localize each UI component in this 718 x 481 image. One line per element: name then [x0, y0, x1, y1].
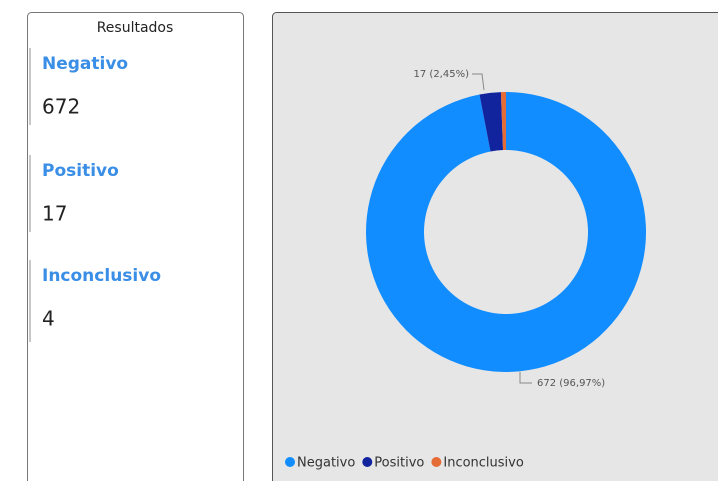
legend-marker [431, 457, 442, 467]
leader-line [519, 372, 532, 384]
leader-line [472, 73, 485, 91]
card-label: Positivo [42, 161, 119, 181]
card-value: 672 [42, 95, 80, 119]
card-value: 4 [42, 307, 55, 331]
legend-label: Inconclusivo [443, 456, 523, 471]
card-accent [29, 48, 31, 125]
donut-slice [500, 92, 506, 151]
card-value: 17 [42, 202, 67, 226]
data-label: 672 (96,97%) [537, 378, 605, 389]
legend-marker [285, 457, 295, 467]
legend-label: Positivo [374, 456, 424, 471]
chart-panel [272, 12, 718, 481]
card-accent [29, 155, 31, 232]
card-panel [27, 12, 244, 481]
card-label: Inconclusivo [42, 266, 161, 286]
data-label: 17 (2,45%) [414, 69, 470, 80]
legend-label: Negativo [297, 456, 355, 471]
donut-slice [479, 92, 504, 152]
card-accent [29, 260, 31, 342]
card-label: Negativo [42, 54, 128, 74]
card-title: Resultados [97, 20, 174, 36]
legend-marker [362, 457, 373, 467]
donut-slice [365, 92, 646, 373]
